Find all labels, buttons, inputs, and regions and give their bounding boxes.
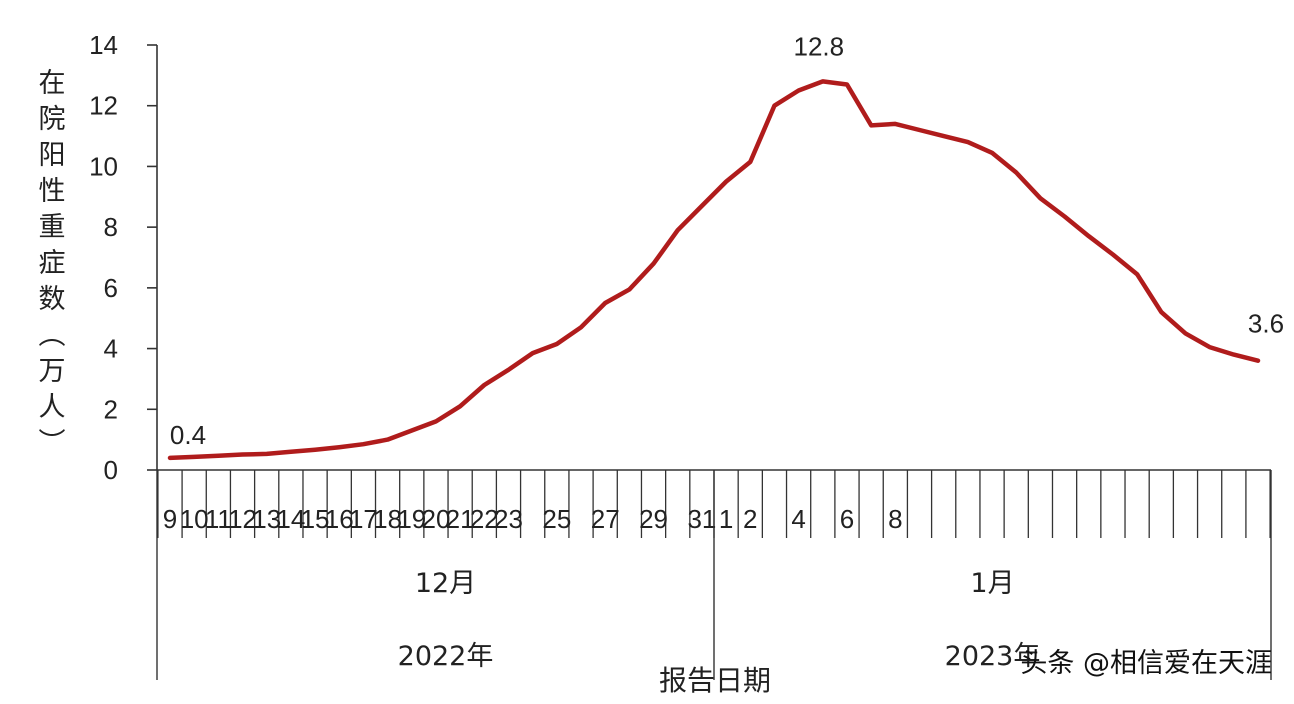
- series-line: [167, 79, 1261, 461]
- y-tick-label: 4: [104, 334, 118, 364]
- y-tick-label: 0: [104, 455, 118, 485]
- x-tick-label: 2: [743, 504, 757, 534]
- x-tick-label: 6: [840, 504, 854, 534]
- x-tick-label: 23: [494, 504, 523, 534]
- data-label: 12.8: [793, 31, 844, 61]
- x-tick-label: 10: [180, 504, 209, 534]
- x-tick-label: 25: [542, 504, 571, 534]
- y-axis: 0 2 4 6 8 10 12 14: [89, 30, 158, 485]
- data-label: 0.4: [170, 420, 206, 450]
- x-tick-label: 21: [446, 504, 475, 534]
- x-axis-title: 报告日期: [659, 664, 771, 697]
- year-label: 2022年: [398, 641, 494, 672]
- x-tick-label: 27: [591, 504, 620, 534]
- year-label: 2023年: [945, 641, 1041, 672]
- x-tick-label: 12: [228, 504, 257, 534]
- x-tick-label: 16: [325, 504, 354, 534]
- x-tick-label: 13: [252, 504, 281, 534]
- x-tick-label: 1: [719, 504, 733, 534]
- x-tick-label: 29: [639, 504, 668, 534]
- watermark: 头条 @相信爱在天涯: [1020, 648, 1272, 679]
- x-tick-label: 14: [276, 504, 305, 534]
- x-tick-label: 20: [421, 504, 450, 534]
- x-tick-label: 17: [349, 504, 378, 534]
- x-axis: 9 11 13 15 17 19 21 23 25 27 29 31 1 2 4 6 810 12 14 16 18 20…: [156, 469, 1272, 680]
- data-label: 3.6: [1248, 309, 1284, 339]
- x-tick-label: 15: [301, 504, 330, 534]
- y-tick-label: 2: [104, 394, 118, 424]
- month-label: 1月: [970, 568, 1014, 599]
- x-tick-label: 9: [163, 504, 177, 534]
- y-tick-label: 6: [104, 273, 118, 303]
- month-label: 12月: [415, 568, 476, 599]
- y-tick-label: 14: [89, 30, 118, 60]
- x-tick-label: 4: [791, 504, 805, 534]
- y-tick-label: 8: [104, 212, 118, 242]
- y-tick-label: 10: [89, 151, 118, 181]
- x-tick-label: 31: [687, 504, 716, 534]
- y-axis-title: 在院阳性重症数︵万人︶: [39, 68, 66, 459]
- x-tick-label: 19: [397, 504, 426, 534]
- x-tick-label: 11: [205, 504, 232, 534]
- x-tick-label: 8: [888, 504, 902, 534]
- x-tick-label: 18: [373, 504, 402, 534]
- x-tick-label: 22: [470, 504, 499, 534]
- y-tick-label: 12: [89, 91, 118, 121]
